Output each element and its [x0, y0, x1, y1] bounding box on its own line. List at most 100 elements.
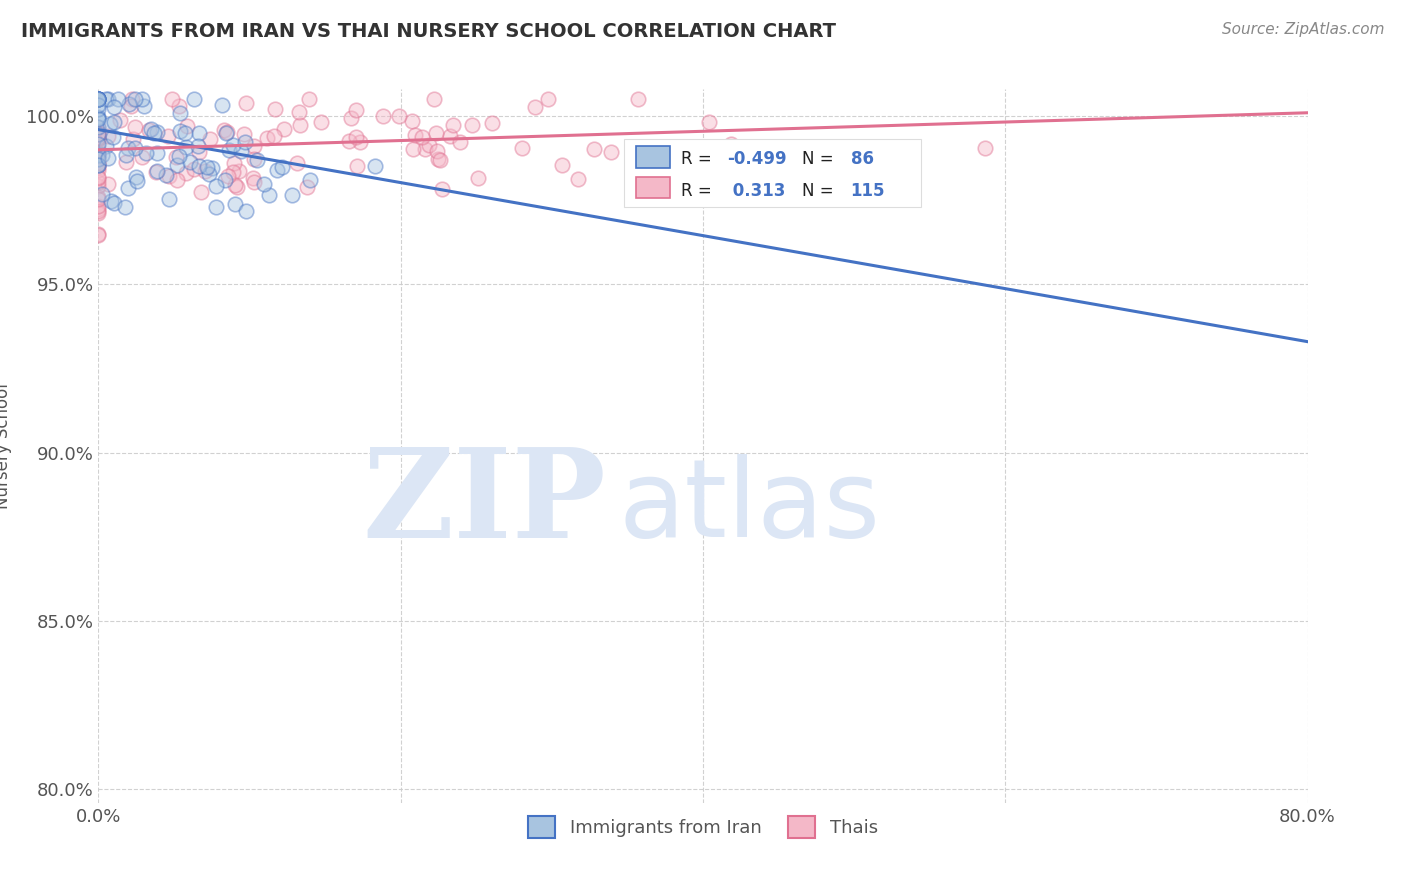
- Point: [87, 92, 110, 106]
- Point: [87, 152, 110, 166]
- Point: [418, 138, 440, 153]
- Point: [187, 145, 209, 159]
- Point: [87, 131, 110, 145]
- Point: [309, 115, 332, 129]
- Point: [157, 192, 180, 206]
- Point: [401, 142, 423, 156]
- Point: [222, 138, 245, 153]
- FancyBboxPatch shape: [624, 139, 921, 207]
- Point: [107, 92, 129, 106]
- Point: [87, 227, 110, 242]
- Point: [87, 136, 110, 151]
- Point: [87, 192, 110, 206]
- Point: [215, 126, 238, 140]
- Point: [87, 206, 110, 220]
- Point: [194, 164, 217, 178]
- Point: [217, 125, 239, 139]
- Point: [97, 177, 120, 191]
- Text: IMMIGRANTS FROM IRAN VS THAI NURSERY SCHOOL CORRELATION CHART: IMMIGRANTS FROM IRAN VS THAI NURSERY SCH…: [21, 22, 837, 41]
- Point: [243, 138, 266, 153]
- Point: [87, 112, 110, 126]
- Point: [103, 196, 125, 211]
- Point: [179, 155, 201, 169]
- Point: [537, 92, 560, 106]
- Point: [96, 139, 118, 153]
- Point: [430, 182, 453, 196]
- Point: [169, 123, 191, 137]
- Point: [271, 160, 294, 174]
- Bar: [637, 146, 671, 168]
- Point: [87, 158, 110, 172]
- Point: [115, 148, 138, 162]
- Point: [224, 197, 246, 211]
- Point: [344, 103, 367, 117]
- Point: [425, 126, 447, 140]
- Point: [263, 128, 285, 143]
- Point: [243, 175, 266, 189]
- Point: [439, 128, 461, 143]
- Point: [600, 145, 623, 159]
- Point: [280, 188, 302, 202]
- Point: [87, 129, 110, 144]
- Point: [87, 92, 110, 106]
- Point: [120, 99, 142, 113]
- Point: [218, 143, 240, 157]
- Point: [87, 126, 110, 140]
- Point: [87, 132, 110, 146]
- Point: [567, 172, 589, 186]
- Point: [157, 169, 180, 183]
- Y-axis label: Nursery School: Nursery School: [0, 383, 11, 509]
- Point: [87, 128, 110, 142]
- Point: [197, 167, 219, 181]
- Point: [143, 126, 166, 140]
- Point: [697, 115, 720, 129]
- Point: [87, 112, 110, 126]
- Point: [87, 120, 110, 134]
- Point: [127, 174, 149, 188]
- Point: [481, 116, 503, 130]
- Point: [125, 169, 148, 184]
- Point: [401, 113, 423, 128]
- Point: [441, 118, 464, 132]
- Point: [169, 105, 191, 120]
- Point: [224, 178, 246, 192]
- Point: [461, 118, 484, 132]
- Point: [183, 161, 205, 176]
- Point: [232, 127, 254, 141]
- Point: [169, 149, 191, 163]
- Point: [87, 92, 110, 106]
- Point: [87, 103, 110, 117]
- Point: [214, 173, 236, 187]
- Point: [217, 169, 239, 183]
- Point: [228, 164, 250, 178]
- Point: [288, 118, 311, 132]
- Point: [118, 97, 141, 112]
- Point: [211, 98, 233, 112]
- Point: [141, 122, 163, 136]
- Point: [266, 162, 288, 177]
- Text: ZIP: ZIP: [363, 442, 606, 564]
- Point: [131, 150, 153, 164]
- Point: [187, 126, 209, 140]
- Bar: [637, 177, 671, 198]
- Point: [135, 145, 157, 160]
- Point: [87, 203, 110, 218]
- Point: [429, 153, 451, 167]
- Point: [257, 188, 280, 202]
- Point: [188, 159, 211, 173]
- Point: [413, 142, 436, 156]
- Point: [87, 92, 110, 106]
- Point: [87, 171, 110, 186]
- Point: [146, 145, 169, 160]
- Point: [973, 141, 995, 155]
- Point: [551, 158, 574, 172]
- Point: [233, 135, 256, 149]
- Text: R =: R =: [682, 182, 717, 200]
- Point: [221, 165, 243, 179]
- Point: [339, 111, 361, 125]
- Point: [174, 166, 197, 180]
- Point: [212, 123, 235, 137]
- Point: [190, 185, 212, 199]
- Point: [87, 157, 110, 171]
- Point: [426, 152, 449, 166]
